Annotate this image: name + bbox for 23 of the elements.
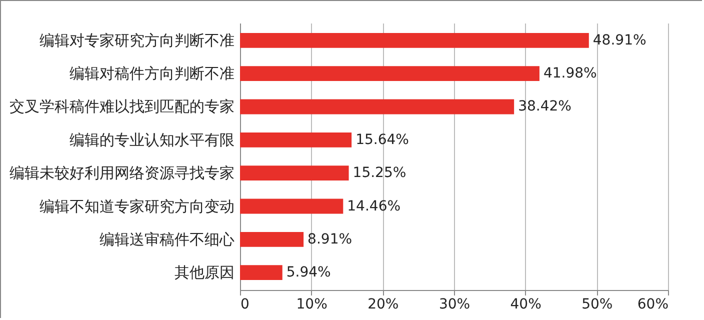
y-tick-label: 编辑未较好利用网络资源寻找专家: [10, 164, 234, 182]
data-label: 5.94%: [286, 264, 331, 281]
data-label: 41.98%: [543, 66, 597, 82]
y-tick-label: 交叉学科稿件难以找到匹配的专家: [10, 98, 234, 116]
y-tick-label: 编辑对稿件方向判断不准: [70, 64, 234, 83]
x-tick-label: 40%: [510, 296, 542, 312]
data-label: 48.91%: [592, 32, 646, 48]
x-tick-label: 20%: [368, 296, 399, 312]
y-tick-label: 编辑送审稿件不细心: [100, 230, 234, 248]
x-tick-label: 10%: [296, 296, 328, 312]
x-tick-label: 30%: [438, 296, 470, 312]
data-label: 38.42%: [518, 98, 572, 115]
y-tick-label: 编辑不知道专家研究方向变动: [40, 197, 234, 216]
y-tick-label: 编辑的专业认知水平有限: [70, 130, 234, 149]
data-label: 15.25%: [352, 165, 406, 182]
data-label: 15.64%: [356, 132, 409, 148]
data-label: 14.46%: [347, 198, 401, 214]
x-tick-label: 50%: [582, 296, 613, 312]
y-tick-label: 其他原因: [174, 264, 234, 282]
x-tick-label: 0: [240, 296, 250, 312]
y-tick-label: 编辑对专家研究方向判断不准: [40, 31, 234, 50]
data-label: 8.91%: [308, 231, 352, 248]
x-tick-label: 60%: [637, 296, 668, 312]
